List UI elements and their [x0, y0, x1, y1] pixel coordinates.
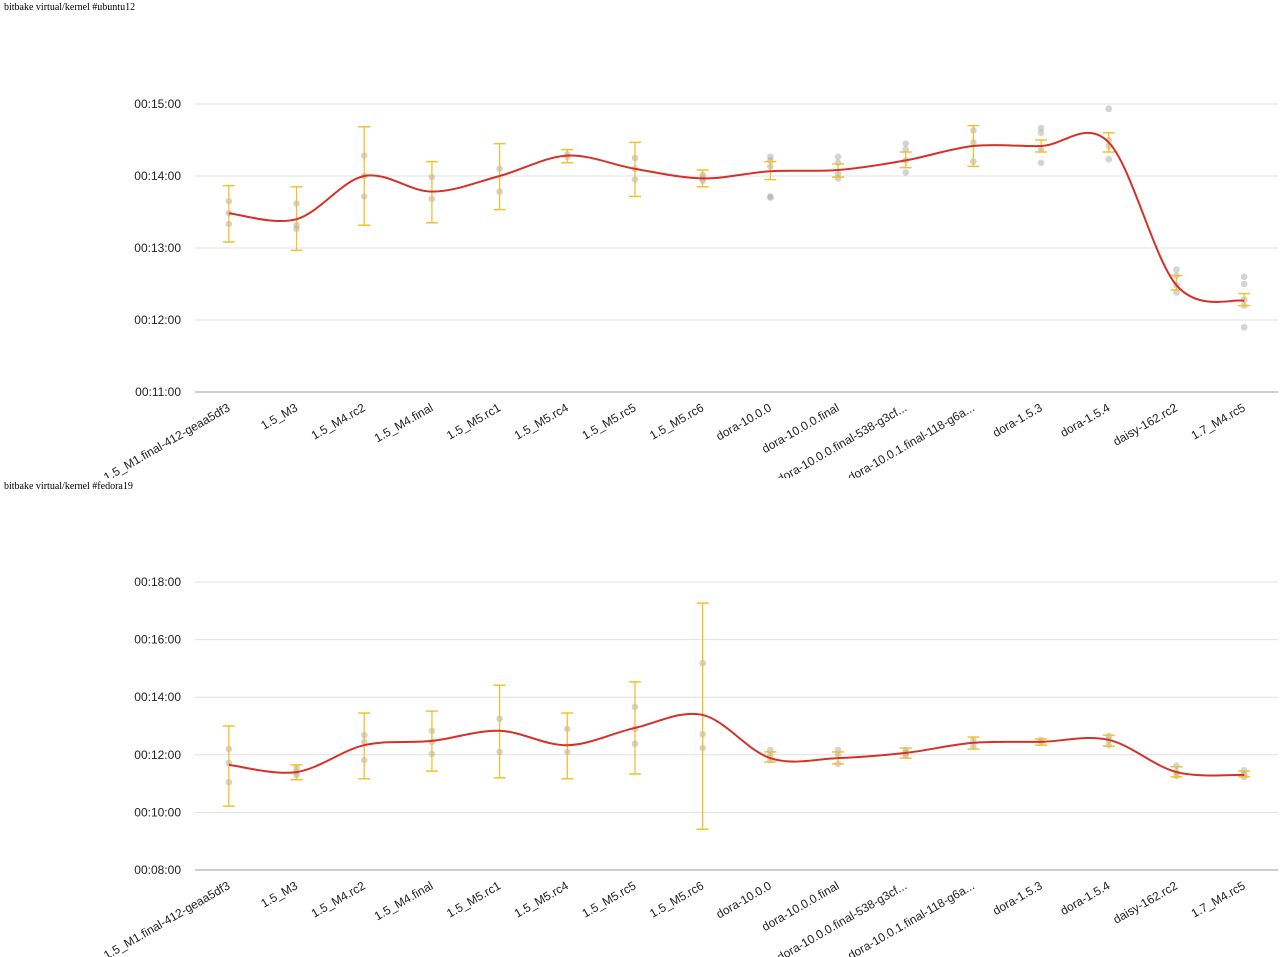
data-point	[1240, 280, 1248, 288]
y-tick-label: 00:11:00	[135, 385, 181, 399]
data-point	[767, 193, 774, 200]
data-point	[1105, 105, 1113, 113]
x-tick-label: dora-1.5.3	[990, 400, 1045, 440]
data-point	[902, 169, 910, 176]
y-tick-label: 00:10:00	[134, 805, 181, 819]
x-tick-label: 1.5_M1.final-412-geaa5df3	[101, 400, 233, 478]
x-tick-label: 1.5_M5.rc5	[579, 878, 638, 920]
y-tick-label: 00:18:00	[134, 575, 181, 589]
x-tick-label: 1.5_M4.final	[372, 400, 436, 445]
x-tick-label: dora-10.0.0	[714, 878, 774, 921]
data-point	[1173, 266, 1180, 273]
ubuntu12-chart: 00:11:00 00:12:00 00:13:00 00:14:00 00:15:00…	[101, 97, 1278, 478]
data-point	[1037, 129, 1045, 137]
chart-title-fedora19: bitbake virtual/kernel #fedora19	[4, 481, 133, 492]
chart-title-ubuntu12: bitbake virtual/kernel #ubuntu12	[4, 2, 136, 13]
data-point	[1105, 155, 1113, 163]
y-tick-label: 00:13:00	[134, 241, 181, 255]
x-tick-label: 1.5_M3	[258, 400, 300, 432]
data-point	[1240, 273, 1248, 281]
x-tick-label: daisy-162.rc2	[1111, 400, 1181, 448]
x-tick-label: dora-10.0.1.final-118-g6a...	[845, 878, 977, 957]
x-tick-label: dora-1.5.4	[1058, 878, 1113, 918]
x-tick-label: 1.5_M5.rc4	[512, 400, 571, 442]
data-point	[902, 140, 910, 147]
y-tick-label: 00:14:00	[134, 169, 181, 183]
x-tick-label: 1.5_M4.final	[372, 878, 436, 923]
x-tick-label: dora-10.0.0	[714, 400, 774, 443]
x-tick-label: 1.5_M5.rc4	[512, 878, 571, 920]
data-point	[1037, 124, 1045, 132]
y-tick-label: 00:08:00	[134, 863, 181, 877]
data-point	[1037, 159, 1045, 167]
x-tick-label: 1.5_M5.rc5	[579, 400, 638, 442]
y-tick-label: 00:12:00	[134, 313, 181, 327]
data-point	[834, 153, 842, 161]
data-point	[767, 194, 774, 201]
data-point	[1240, 323, 1248, 331]
x-tick-label: dora-10.0.0.final-538-g3cf...	[775, 878, 910, 957]
x-tick-label: 1.5_M1.final-412-geaa5df3	[101, 878, 233, 957]
x-tick-label: 1.5_M4.rc2	[309, 400, 368, 442]
x-tick-label: dora-10.0.1.final-118-g6a...	[845, 400, 977, 478]
x-tick-label: 1.5_M5.rc6	[647, 400, 706, 442]
mean-trend-line	[228, 131, 1245, 303]
x-tick-label: 1.5_M5.rc1	[444, 878, 503, 920]
y-tick-label: 00:12:00	[134, 748, 181, 762]
y-tick-label: 00:14:00	[134, 690, 181, 704]
x-tick-label: dora-1.5.3	[990, 878, 1045, 918]
x-tick-label: daisy-162.rc2	[1111, 878, 1181, 926]
data-point	[767, 153, 774, 161]
fedora19-chart: 00:08:00 00:10:00 00:12:00 00:14:00 00:16:00…	[101, 575, 1278, 957]
mean-trend-line	[228, 712, 1245, 777]
x-tick-label: 1.7_M4.rc5	[1189, 400, 1248, 442]
y-tick-label: 00:15:00	[134, 97, 181, 111]
x-tick-label: dora-1.5.4	[1058, 400, 1113, 440]
y-tick-label: 00:16:00	[134, 633, 181, 647]
x-tick-label: 1.5_M4.rc2	[309, 878, 368, 920]
x-tick-label: 1.5_M5.rc1	[444, 400, 503, 442]
x-tick-label: 1.7_M4.rc5	[1189, 878, 1248, 920]
x-tick-label: 1.5_M5.rc6	[647, 878, 706, 920]
x-tick-label: 1.5_M3	[258, 878, 300, 910]
